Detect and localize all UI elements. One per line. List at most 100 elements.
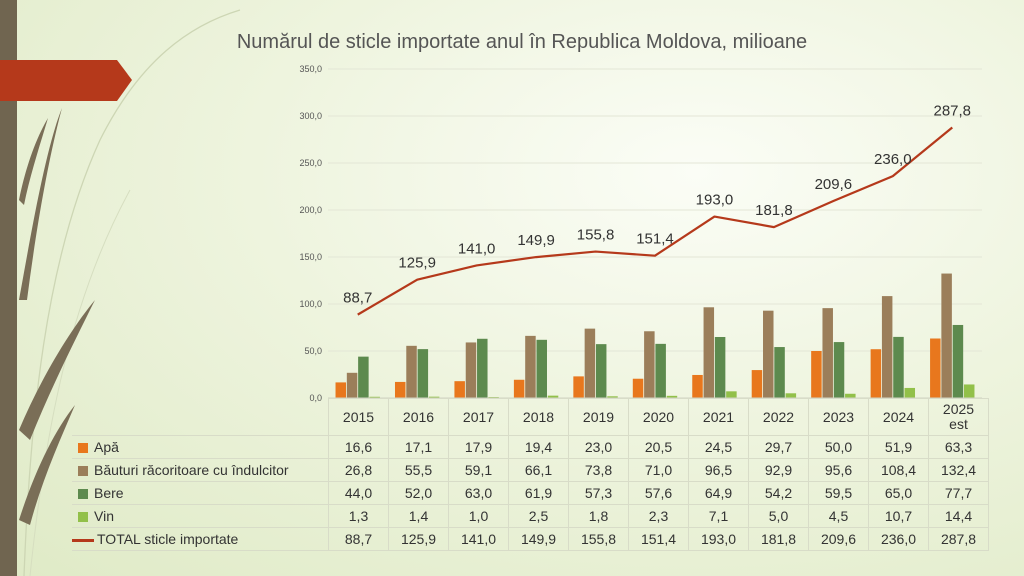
bar bbox=[573, 376, 584, 398]
legend-label: Apă bbox=[94, 439, 119, 455]
y-tick-label: 350,0 bbox=[299, 64, 322, 74]
bar bbox=[811, 351, 822, 398]
bar bbox=[394, 381, 406, 398]
table-cell: 20,5 bbox=[628, 435, 689, 459]
table-cell: 287,8 bbox=[928, 527, 989, 551]
bar bbox=[763, 310, 774, 398]
bar bbox=[714, 336, 726, 398]
table-cell: 2,5 bbox=[508, 504, 569, 528]
x-tick-label: 2019 bbox=[568, 398, 629, 436]
data-label: 193,0 bbox=[696, 192, 734, 209]
table-cell: 17,1 bbox=[388, 435, 449, 459]
legend-entry: Băuturi răcoritoare cu îndulcitor bbox=[72, 458, 329, 482]
table-cell: 26,8 bbox=[328, 458, 389, 482]
table-cell: 63,3 bbox=[928, 435, 989, 459]
table-corner bbox=[72, 398, 329, 436]
table-cell: 108,4 bbox=[868, 458, 929, 482]
bar bbox=[477, 338, 488, 398]
data-label: 141,0 bbox=[458, 240, 496, 257]
bar bbox=[963, 384, 975, 398]
table-row: Apă 16,6 17,1 17,9 19,4 23,0 20,5 24,5 29,7 50,0 5… bbox=[72, 435, 989, 459]
left-stem-bar bbox=[0, 0, 17, 576]
bar bbox=[632, 378, 644, 398]
bar bbox=[525, 335, 536, 398]
y-tick-label: 200,0 bbox=[299, 205, 322, 215]
y-tick-label: 50,0 bbox=[304, 346, 322, 356]
x-tick-label: 2020 bbox=[628, 398, 689, 436]
x-tick-label: 2018 bbox=[508, 398, 569, 436]
data-label: 155,8 bbox=[577, 227, 615, 244]
data-label: 287,8 bbox=[933, 102, 971, 119]
table-cell: 193,0 bbox=[688, 527, 749, 551]
table-cell: 77,7 bbox=[928, 481, 989, 505]
bar bbox=[454, 381, 465, 398]
x-tick-label: 2023 bbox=[808, 398, 869, 436]
bar bbox=[335, 382, 347, 398]
leaf-icon bbox=[19, 108, 95, 525]
x-tick-label: 2022 bbox=[748, 398, 809, 436]
table-cell: 54,2 bbox=[748, 481, 809, 505]
legend-label: Bere bbox=[94, 485, 124, 501]
x-tick-label: 2017 bbox=[448, 398, 509, 436]
table-cell: 61,9 bbox=[508, 481, 569, 505]
table-cell: 17,9 bbox=[448, 435, 509, 459]
title-accent-arrow bbox=[0, 60, 132, 101]
bar bbox=[703, 307, 715, 398]
bar bbox=[536, 339, 547, 398]
bar bbox=[893, 336, 904, 398]
legend-key-icon bbox=[78, 512, 88, 523]
legend-key-icon bbox=[72, 538, 94, 542]
table-cell: 51,9 bbox=[868, 435, 929, 459]
data-label: 149,9 bbox=[517, 232, 555, 249]
table-cell: 64,9 bbox=[688, 481, 749, 505]
table-cell: 7,1 bbox=[688, 504, 749, 528]
bar bbox=[666, 395, 678, 398]
bar bbox=[751, 370, 763, 398]
bar bbox=[346, 372, 358, 398]
table-cell: 57,3 bbox=[568, 481, 629, 505]
table-cell: 149,9 bbox=[508, 527, 569, 551]
table-cell: 66,1 bbox=[508, 458, 569, 482]
table-cell: 209,6 bbox=[808, 527, 869, 551]
bar bbox=[369, 396, 380, 398]
decor-curve bbox=[23, 9, 241, 576]
table-cell: 23,0 bbox=[568, 435, 629, 459]
table-cell: 95,6 bbox=[808, 458, 869, 482]
table-cell: 141,0 bbox=[448, 527, 509, 551]
legend-entry: Apă bbox=[72, 435, 329, 459]
x-tick-label: 2025 est bbox=[928, 398, 989, 436]
table-cell: 16,6 bbox=[328, 435, 389, 459]
table-cell: 24,5 bbox=[688, 435, 749, 459]
bar bbox=[655, 343, 666, 398]
table-cell: 52,0 bbox=[388, 481, 449, 505]
table-row: TOTAL sticle importate 88,7 125,9 141,0 149,… bbox=[72, 527, 989, 551]
y-tick-label: 250,0 bbox=[299, 158, 322, 168]
bar bbox=[595, 344, 607, 398]
table-cell: 125,9 bbox=[388, 527, 449, 551]
legend-key-icon bbox=[78, 443, 88, 454]
decor-curve bbox=[29, 189, 131, 576]
bar bbox=[428, 396, 440, 398]
bar bbox=[870, 349, 882, 398]
data-label: 151,4 bbox=[636, 231, 674, 248]
bar bbox=[881, 296, 893, 398]
bar bbox=[692, 374, 703, 398]
table-cell: 181,8 bbox=[748, 527, 809, 551]
y-tick-label: 0,0 bbox=[309, 393, 322, 403]
table-cell: 1,4 bbox=[388, 504, 449, 528]
legend-entry: Bere bbox=[72, 481, 329, 505]
table-cell: 29,7 bbox=[748, 435, 809, 459]
table-cell: 2,3 bbox=[628, 504, 689, 528]
series-line bbox=[357, 126, 953, 316]
bar bbox=[774, 347, 785, 398]
table-cell: 59,1 bbox=[448, 458, 509, 482]
table-cell: 71,0 bbox=[628, 458, 689, 482]
chart-title: Numărul de sticle importate anul în Repu… bbox=[236, 31, 808, 53]
legend-label: TOTAL sticle importate bbox=[97, 531, 239, 547]
bar bbox=[726, 391, 737, 398]
x-tick-label: 2015 bbox=[328, 398, 389, 436]
x-tick-label: 2016 bbox=[388, 398, 449, 436]
bar bbox=[406, 345, 417, 398]
legend-entry: Vin bbox=[72, 504, 329, 528]
data-label: 236,0 bbox=[874, 151, 912, 168]
